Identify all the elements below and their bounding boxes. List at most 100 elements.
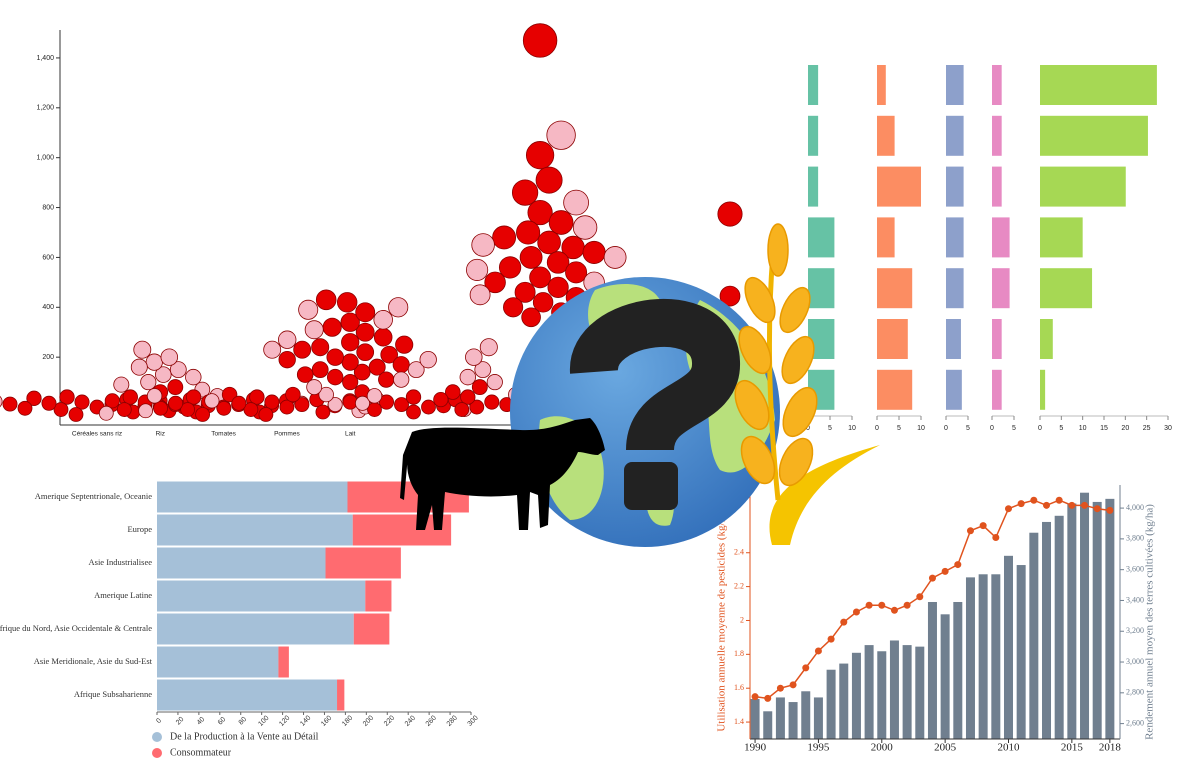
bar xyxy=(965,577,975,739)
bar xyxy=(1092,501,1102,739)
line-point xyxy=(941,567,949,575)
y-tick-label: 800 xyxy=(42,204,54,211)
line-point xyxy=(827,635,835,643)
point xyxy=(407,361,425,379)
point xyxy=(113,376,130,393)
point xyxy=(216,400,232,416)
point xyxy=(392,356,410,374)
bar xyxy=(808,217,835,258)
x-tick-label: 0 xyxy=(1038,425,1042,432)
bar xyxy=(927,601,937,739)
point xyxy=(341,333,360,352)
point xyxy=(492,225,517,250)
y-tick-label: 1.6 xyxy=(734,683,744,692)
line-point xyxy=(840,618,848,626)
point xyxy=(327,368,344,386)
x-tick-label: 10 xyxy=(1079,425,1087,432)
bar xyxy=(877,268,913,309)
x-tick-label: 1990 xyxy=(744,742,767,754)
line-point xyxy=(1068,501,1076,509)
x-tick-label: 60 xyxy=(217,716,228,727)
point xyxy=(466,258,489,281)
point xyxy=(122,389,138,405)
point xyxy=(0,395,3,408)
x-tick-label: Lait xyxy=(345,431,356,438)
bar xyxy=(1003,555,1013,739)
point xyxy=(169,361,187,379)
x-tick-label: 5 xyxy=(897,425,901,432)
point xyxy=(469,284,491,306)
point xyxy=(719,285,741,307)
point xyxy=(394,397,409,413)
point xyxy=(521,307,541,328)
x-tick-label: 120 xyxy=(278,715,291,728)
y-tick-label: 2.4 xyxy=(734,548,744,557)
bar xyxy=(808,166,819,207)
y-tick-label: 200 xyxy=(42,354,54,361)
line-point xyxy=(878,601,886,609)
bar xyxy=(902,645,912,739)
point xyxy=(355,302,376,323)
point xyxy=(304,320,324,340)
bar xyxy=(1105,498,1115,739)
bar xyxy=(946,217,964,258)
x-tick-label: 260 xyxy=(425,715,438,728)
point xyxy=(231,395,247,411)
x-tick-label: 10 xyxy=(848,425,856,432)
point xyxy=(532,292,554,313)
bar xyxy=(839,663,849,739)
x-tick-label: 220 xyxy=(383,715,396,728)
x-tick-label: 1995 xyxy=(807,742,830,754)
point xyxy=(285,386,301,403)
point xyxy=(565,261,588,284)
point xyxy=(180,402,196,417)
line-point xyxy=(1093,505,1101,513)
bar-segment xyxy=(157,580,366,612)
bar xyxy=(851,652,861,739)
point xyxy=(138,403,154,419)
point xyxy=(160,348,179,366)
x-tick-label: 40 xyxy=(196,716,207,727)
x-tick-label: 2000 xyxy=(871,742,894,754)
x-tick-label: 240 xyxy=(404,715,417,728)
line-point xyxy=(1017,500,1025,508)
point xyxy=(516,220,541,245)
x-tick-label: 0 xyxy=(155,717,163,725)
point xyxy=(378,394,395,410)
line-point xyxy=(1055,496,1063,504)
bar xyxy=(877,369,913,410)
line-point xyxy=(966,527,974,535)
bar xyxy=(877,651,887,739)
y-axis-title: Utilisation annuelle moyenne de pesticid… xyxy=(716,508,728,732)
bar-segment xyxy=(157,679,338,711)
bar xyxy=(1080,492,1090,739)
bar xyxy=(1016,565,1026,739)
point xyxy=(130,358,148,376)
line-point xyxy=(1081,501,1089,509)
point xyxy=(547,276,569,298)
bar xyxy=(992,166,1002,207)
line-point xyxy=(789,681,797,689)
bar xyxy=(877,217,895,258)
point xyxy=(326,348,344,366)
point xyxy=(263,340,282,359)
bar xyxy=(763,711,773,739)
point xyxy=(498,256,522,279)
x-tick-label: 2015 xyxy=(1061,742,1084,754)
point xyxy=(537,230,561,255)
point xyxy=(17,400,33,416)
point xyxy=(366,388,383,404)
bar xyxy=(992,217,1010,258)
y-tick-label: Afrique Subsaharienne xyxy=(74,689,152,699)
x-tick-label: 15 xyxy=(1100,425,1108,432)
bar xyxy=(808,65,819,105)
line-point xyxy=(928,574,936,582)
bar xyxy=(889,640,899,739)
point xyxy=(572,215,598,240)
bar xyxy=(1040,369,1046,410)
point xyxy=(433,391,449,408)
y2-tick-label: 4,000 xyxy=(1126,503,1144,512)
y-tick-label: 1.4 xyxy=(734,717,744,726)
